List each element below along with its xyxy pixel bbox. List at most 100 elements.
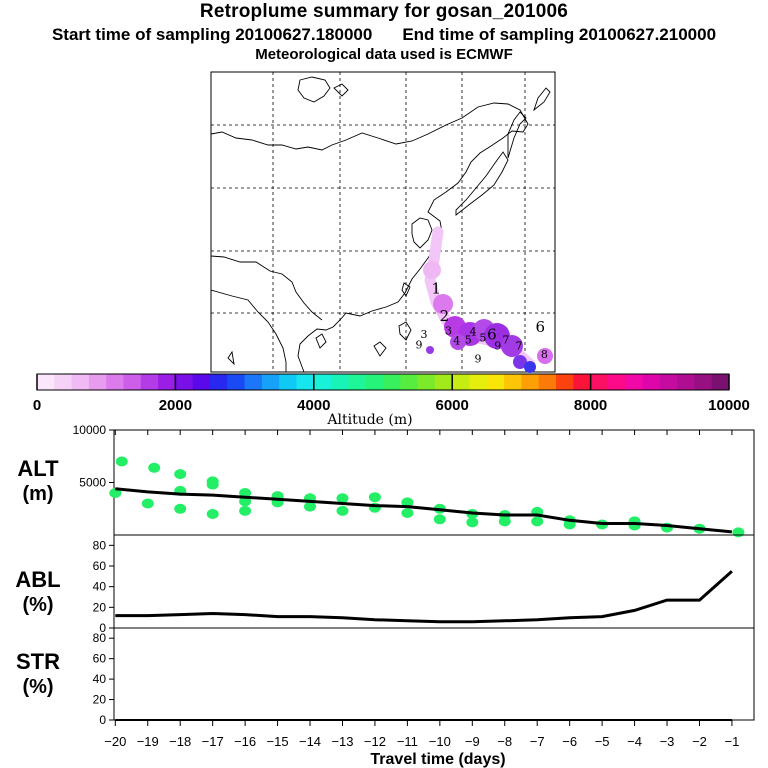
colorbar-cell (106, 374, 124, 390)
map-label: 3 (421, 328, 428, 341)
plume-blob (501, 335, 523, 357)
alt-point (433, 514, 446, 525)
colorbar-cell (383, 374, 401, 390)
colorbar-cell (521, 374, 540, 390)
colorbar-cells (37, 374, 730, 390)
str-frame (113, 627, 755, 721)
alt-point (141, 498, 154, 509)
str-tick-label: 80 (93, 631, 107, 645)
alt-point (368, 492, 381, 503)
x-tick-label: −17 (202, 734, 224, 749)
map-label: 3 (445, 324, 452, 337)
colorbar-cell (417, 374, 436, 390)
alt-point (174, 469, 187, 480)
x-tick-label: −1 (725, 734, 740, 749)
alt-mean-line (115, 487, 733, 534)
colorbar-cell (659, 374, 678, 390)
plume-blob (423, 261, 441, 279)
colorbar-cell (538, 374, 557, 390)
abl-ylabel: ABL (15, 567, 60, 592)
alt-ylabel: ALT (17, 456, 59, 481)
colorbar-tick-label: 2000 (159, 397, 192, 414)
colorbar-cell (504, 374, 522, 390)
map-label: 4 (453, 335, 460, 348)
map-label: 5 (465, 333, 472, 346)
x-tick-label: −4 (627, 734, 642, 749)
colorbar-cell (296, 374, 315, 390)
alt-tick-label: 10000 (73, 423, 107, 437)
alt-point (148, 462, 161, 473)
map-label: 8 (541, 348, 548, 361)
abl-tick-label: 20 (93, 600, 107, 614)
colorbar-cell (365, 374, 384, 390)
alt-point (531, 516, 544, 527)
alt-point (336, 505, 349, 516)
str-ylabel: STR (16, 649, 60, 674)
colorbar-label: Altitude (m) (326, 412, 412, 428)
colorbar-cell (37, 374, 55, 390)
x-tick-label: −12 (364, 734, 386, 749)
abl-tick-label: 40 (93, 580, 107, 594)
colorbar-cell (452, 374, 470, 390)
x-tick-label: −10 (429, 734, 451, 749)
colorbar-cell (261, 374, 280, 390)
alt-tick-label: 5000 (79, 476, 106, 490)
alt-point (239, 488, 252, 498)
x-tick-label: −8 (497, 734, 512, 749)
alt-point (239, 505, 252, 516)
x-tick-label: −19 (137, 734, 159, 749)
str-tick-label: 0 (99, 713, 106, 727)
alt-point (732, 527, 745, 538)
alt-point (401, 497, 414, 508)
end-time-label: End time of sampling 20100627.210000 (402, 25, 717, 44)
x-tick-label: −5 (595, 734, 610, 749)
colorbar-cell (140, 374, 159, 390)
map-label: 4 (470, 326, 477, 339)
abl-tick-label: 0 (99, 621, 106, 635)
x-tick-label: −3 (660, 734, 675, 749)
colorbar-cell (469, 374, 488, 390)
alt-point (466, 517, 479, 528)
plume-track (423, 226, 553, 373)
alt-point (206, 509, 219, 519)
x-tick-label: −16 (234, 734, 256, 749)
x-tick-label: −9 (465, 734, 480, 749)
colorbar-cell (556, 374, 574, 390)
colorbar-cell (590, 374, 609, 390)
str-tick-label: 40 (93, 672, 107, 686)
x-tick-label: −20 (104, 734, 126, 749)
start-time-label: Start time of sampling 20100627.180000 (51, 25, 373, 44)
alt-panel: 5000 10000 ALT (m) (17, 423, 755, 538)
sampling-times: Start time of sampling 20100627.180000 En… (0, 25, 768, 45)
colorbar-tick-label: 8000 (574, 397, 607, 414)
coastlines (211, 76, 551, 372)
alt-point (336, 493, 349, 504)
colorbar-cell (677, 374, 695, 390)
met-data-label: Meteorological data used is ECMWF (255, 46, 513, 63)
colorbar: 0 2000 4000 6000 8000 10000 Altitude (m) (33, 373, 750, 428)
plume-blob (524, 361, 536, 373)
x-tick-label: −7 (530, 734, 545, 749)
colorbar-cell (434, 374, 453, 390)
alt-point (115, 456, 128, 467)
map-label: 9 (475, 352, 482, 365)
colorbar-cell (54, 374, 72, 390)
x-tick-label: −14 (299, 734, 321, 749)
colorbar-cell (227, 374, 245, 390)
x-tick-label: −11 (397, 734, 418, 749)
colorbar-cell (175, 374, 194, 390)
map-label: 9 (416, 338, 423, 351)
colorbar-tick-label: 0 (33, 397, 41, 414)
plume-blob (433, 294, 453, 314)
colorbar-cell (573, 374, 591, 390)
alt-point (401, 508, 414, 518)
colorbar-tick-label: 6000 (436, 397, 469, 414)
map-label: 7 (502, 333, 509, 346)
plume-blob (450, 334, 466, 350)
x-tick-label: −6 (562, 734, 577, 749)
alt-point (239, 496, 252, 507)
x-tick-label: −13 (331, 734, 353, 749)
colorbar-cell (642, 374, 661, 390)
